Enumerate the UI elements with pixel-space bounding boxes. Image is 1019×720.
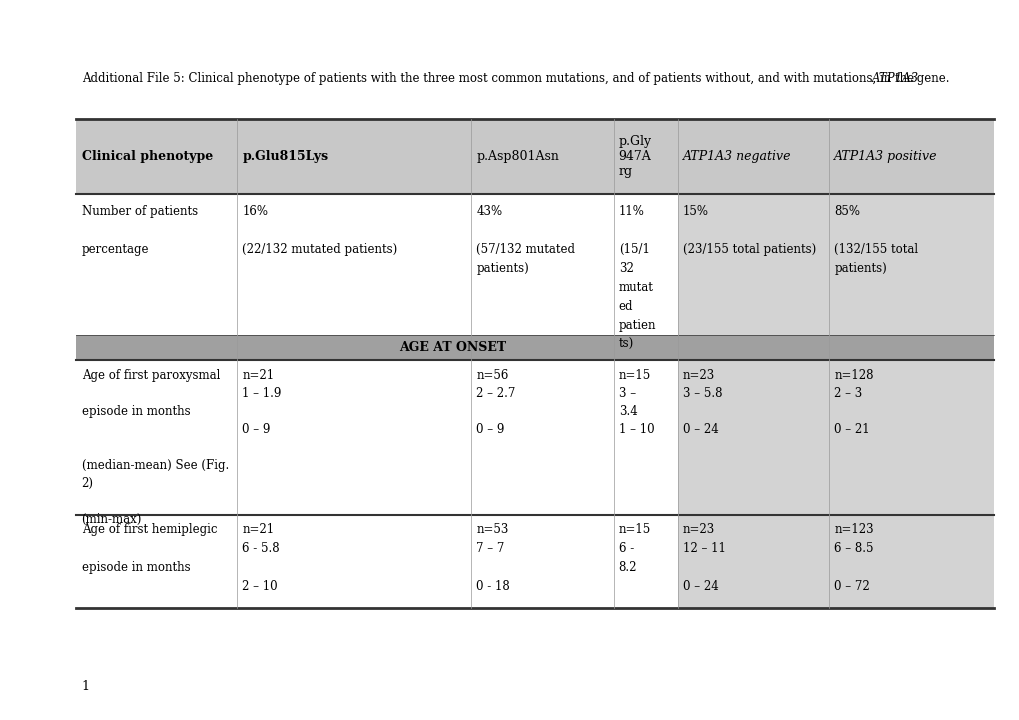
Bar	[613, 335, 678, 360]
Bar	[677, 360, 828, 515]
Bar	[828, 194, 994, 335]
Text: n=15
3 –
3.4
1 – 10: n=15 3 – 3.4 1 – 10	[618, 369, 653, 436]
Text: Age of first paroxysmal

episode in months


(median-mean) See (Fig.
2)

(min-ma: Age of first paroxysmal episode in month…	[82, 369, 228, 526]
Bar	[236, 119, 471, 194]
Bar	[828, 335, 994, 360]
Bar	[828, 515, 994, 608]
Bar	[236, 194, 471, 335]
Bar	[76, 335, 236, 360]
Text: 43%

(57/132 mutated
patients): 43% (57/132 mutated patients)	[476, 205, 575, 275]
Bar	[471, 515, 613, 608]
Text: ATP1A3: ATP1A3	[871, 72, 918, 85]
Bar	[828, 360, 994, 515]
Bar	[76, 515, 236, 608]
Text: n=23
3 – 5.8

0 – 24: n=23 3 – 5.8 0 – 24	[683, 369, 721, 436]
Text: n=128
2 – 3

0 – 21: n=128 2 – 3 0 – 21	[834, 369, 873, 436]
Text: n=21
6 - 5.8

2 – 10: n=21 6 - 5.8 2 – 10	[243, 523, 279, 593]
Text: 16%

(22/132 mutated patients): 16% (22/132 mutated patients)	[243, 205, 397, 256]
Bar	[471, 194, 613, 335]
Text: AGE AT ONSET: AGE AT ONSET	[398, 341, 506, 354]
Bar	[677, 335, 828, 360]
Text: n=53
7 – 7

0 - 18: n=53 7 – 7 0 - 18	[476, 523, 510, 593]
Bar	[613, 360, 678, 515]
Text: n=56
2 – 2.7

0 – 9: n=56 2 – 2.7 0 – 9	[476, 369, 516, 436]
Bar	[613, 194, 678, 335]
Bar	[471, 360, 613, 515]
Bar	[471, 335, 613, 360]
Text: gene.: gene.	[912, 72, 949, 85]
Bar	[76, 360, 236, 515]
Text: 11%

(15/1
32
mutat
ed
patien
ts): 11% (15/1 32 mutat ed patien ts)	[618, 205, 655, 351]
Text: Number of patients

percentage: Number of patients percentage	[82, 205, 198, 256]
Text: ATP1A3 negative: ATP1A3 negative	[683, 150, 791, 163]
Bar	[76, 194, 236, 335]
Text: 85%

(132/155 total
patients): 85% (132/155 total patients)	[834, 205, 917, 275]
Text: ATP1A3 positive: ATP1A3 positive	[834, 150, 936, 163]
Text: n=21
1 – 1.9

0 – 9: n=21 1 – 1.9 0 – 9	[243, 369, 281, 436]
Bar	[236, 335, 471, 360]
Text: Age of first hemiplegic

episode in months: Age of first hemiplegic episode in month…	[82, 523, 217, 575]
Bar	[677, 194, 828, 335]
Bar	[828, 119, 994, 194]
Text: n=15
6 -
8.2: n=15 6 - 8.2	[618, 523, 650, 575]
Text: 1: 1	[82, 680, 90, 693]
Text: n=123
6 – 8.5

0 – 72: n=123 6 – 8.5 0 – 72	[834, 523, 873, 593]
Bar	[677, 119, 828, 194]
Bar	[471, 119, 613, 194]
Text: p.Glu815Lys: p.Glu815Lys	[243, 150, 328, 163]
Bar	[236, 515, 471, 608]
Text: 15%

(23/155 total patients): 15% (23/155 total patients)	[683, 205, 815, 256]
Bar	[76, 119, 236, 194]
Bar	[236, 360, 471, 515]
Text: p.Asp801Asn: p.Asp801Asn	[476, 150, 558, 163]
Text: n=23
12 – 11

0 – 24: n=23 12 – 11 0 – 24	[683, 523, 726, 593]
Text: p.Gly
947A
rg: p.Gly 947A rg	[618, 135, 651, 178]
Text: Additional File 5: Clinical phenotype of patients with the three most common mut: Additional File 5: Clinical phenotype of…	[82, 72, 916, 85]
Text: Clinical phenotype: Clinical phenotype	[82, 150, 213, 163]
Bar	[613, 515, 678, 608]
Bar	[677, 515, 828, 608]
Bar	[613, 119, 678, 194]
